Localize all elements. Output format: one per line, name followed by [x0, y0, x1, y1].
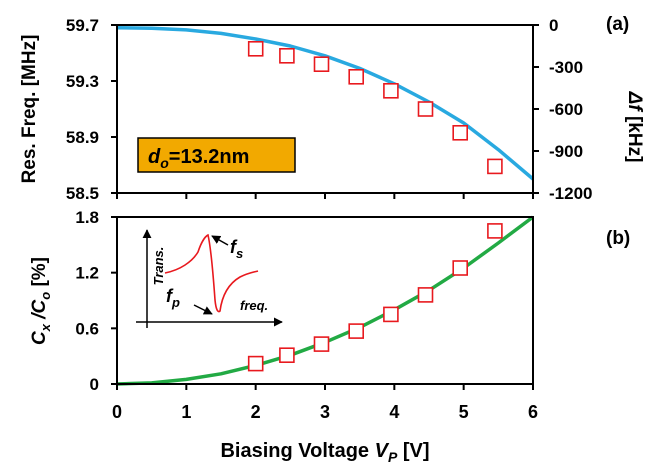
panel-b-data-point [247, 355, 264, 372]
panel-a-x-ticks [116, 193, 534, 199]
panel-b: 0 0.6 1.2 1.8 0 1 2 3 4 5 6 Cx /Co [%] (b) Biasin… [29, 208, 630, 465]
x-tick-label: 1 [181, 402, 191, 422]
annotation-text: do=13.2nm [148, 146, 249, 171]
panel-a-y-tick-label: 59.7 [66, 16, 99, 35]
panel-a-data-point [313, 56, 330, 73]
panel-b-data-point [313, 336, 330, 352]
panel-a-y2-tick-label: -900 [549, 142, 583, 161]
panel-b-y-tick-label: 0 [90, 375, 99, 394]
panel-b-y-axis-label: Cx /Co [%] [29, 257, 53, 345]
panel-a-y2-tick-label: -1200 [549, 184, 592, 203]
panel-b-data-point [348, 323, 365, 339]
x-tick-label: 6 [528, 402, 538, 422]
inset-x-label: freq. [240, 298, 268, 313]
panel-b-left-axis: 0 0.6 1.2 1.8 [75, 208, 117, 394]
panel-a-fit-line [116, 26, 535, 181]
panel-a-y-axis-label: Res. Freq. [MHz] [19, 35, 40, 184]
panel-a-y-tick-label: 58.5 [66, 184, 99, 203]
inset-y-label: Trans. [151, 247, 166, 286]
panel-a-data-point [383, 83, 399, 99]
x-tick-label: 4 [389, 402, 399, 422]
panel-a-data-point [279, 47, 295, 64]
panel-a-label: (a) [606, 14, 629, 35]
x-tick-label: 3 [320, 402, 330, 422]
panel-b-y-tick-label: 0.6 [75, 319, 99, 338]
panel-b-plot-area [116, 215, 535, 386]
inset-resonance-curve [164, 233, 259, 313]
panel-a-y2-tick-label: -600 [549, 100, 583, 119]
panel-a: 58.5 58.9 59.3 59.7 -1200 -900 -600 -300 0 Res.… [19, 14, 645, 203]
fs-label: fs [230, 237, 243, 261]
panel-a-y2-tick-label: 0 [549, 16, 558, 35]
panel-a-data-point [452, 125, 469, 141]
thickness-annotation: do=13.2nm [137, 137, 296, 173]
panel-a-data-point [487, 158, 503, 175]
panel-a-data-point [348, 69, 365, 85]
panel-a-y2-axis-label: Δf [kHz] [624, 91, 645, 163]
panel-b-label: (b) [606, 228, 630, 249]
panel-b-data-point [279, 347, 295, 364]
panel-b-data-point [417, 287, 434, 303]
panel-b-data-point [487, 223, 503, 239]
panel-a-y2-tick-label: -300 [549, 58, 583, 77]
panel-b-y-tick-label: 1.2 [75, 264, 99, 283]
panel-b-data-point [383, 306, 399, 323]
panel-a-right-axis: -1200 -900 -600 -300 0 [533, 16, 592, 203]
x-axis-label: Biasing Voltage VP [V] [220, 440, 429, 465]
panel-a-y-tick-label: 59.3 [66, 72, 99, 91]
fp-label: fp [166, 286, 180, 310]
panel-a-plot-area [116, 26, 535, 181]
panel-a-data-point [417, 101, 434, 117]
panel-b-x-axis: 0 1 2 3 4 5 6 [112, 384, 538, 422]
annotation-box [137, 137, 296, 173]
transmission-inset: Trans. freq. fs fp [136, 229, 283, 328]
x-tick-label: 5 [459, 402, 469, 422]
fp-arrow [193, 304, 213, 315]
x-tick-label: 0 [112, 402, 122, 422]
panel-a-data-point [247, 40, 264, 57]
panel-a-y-tick-label: 58.9 [66, 128, 99, 147]
panel-a-left-axis: 58.5 58.9 59.3 59.7 [66, 16, 117, 203]
fs-arrow [211, 235, 229, 246]
panel-b-data-point [452, 260, 469, 276]
x-tick-label: 2 [251, 402, 261, 422]
panel-b-y-tick-label: 1.8 [75, 208, 99, 227]
